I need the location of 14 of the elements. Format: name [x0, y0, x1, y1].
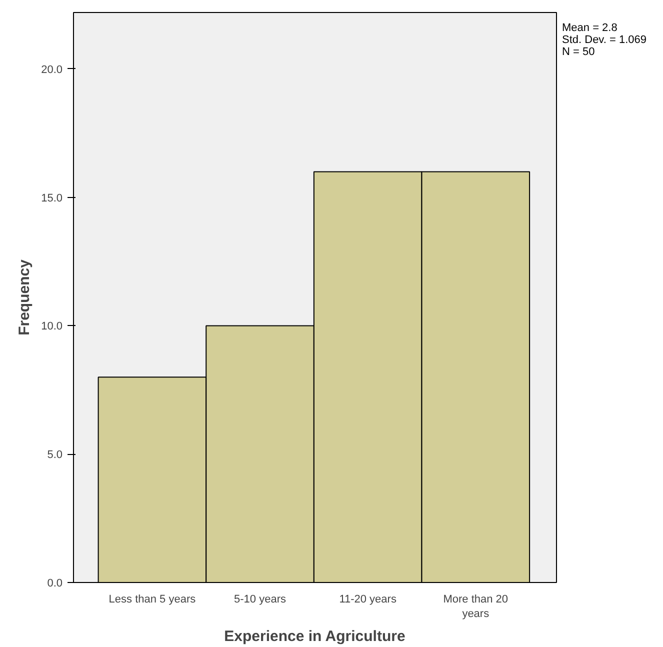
x-tick-label: 11-20 years [339, 594, 397, 606]
text: Mean = 2.8 [562, 22, 618, 34]
text: N = 50 [562, 46, 595, 58]
x-axis-title: Experience in Agriculture [224, 628, 406, 645]
y-axis-title: Frequency [16, 258, 34, 336]
x-tick-label: 5-10 years [234, 594, 286, 606]
y-tick-label: 15.0 [41, 192, 63, 204]
y-tick-label: 20.0 [41, 64, 63, 76]
y-tick-label: 10.0 [41, 320, 63, 333]
text: Std. Dev. = 1.069 [562, 34, 646, 46]
y-tick-label: 0.0 [47, 578, 63, 590]
y-tick-label: 5.0 [47, 449, 63, 462]
x-tick-label: Less than 5 years [108, 594, 196, 606]
x-tick-label: More than 20 years [443, 594, 508, 620]
